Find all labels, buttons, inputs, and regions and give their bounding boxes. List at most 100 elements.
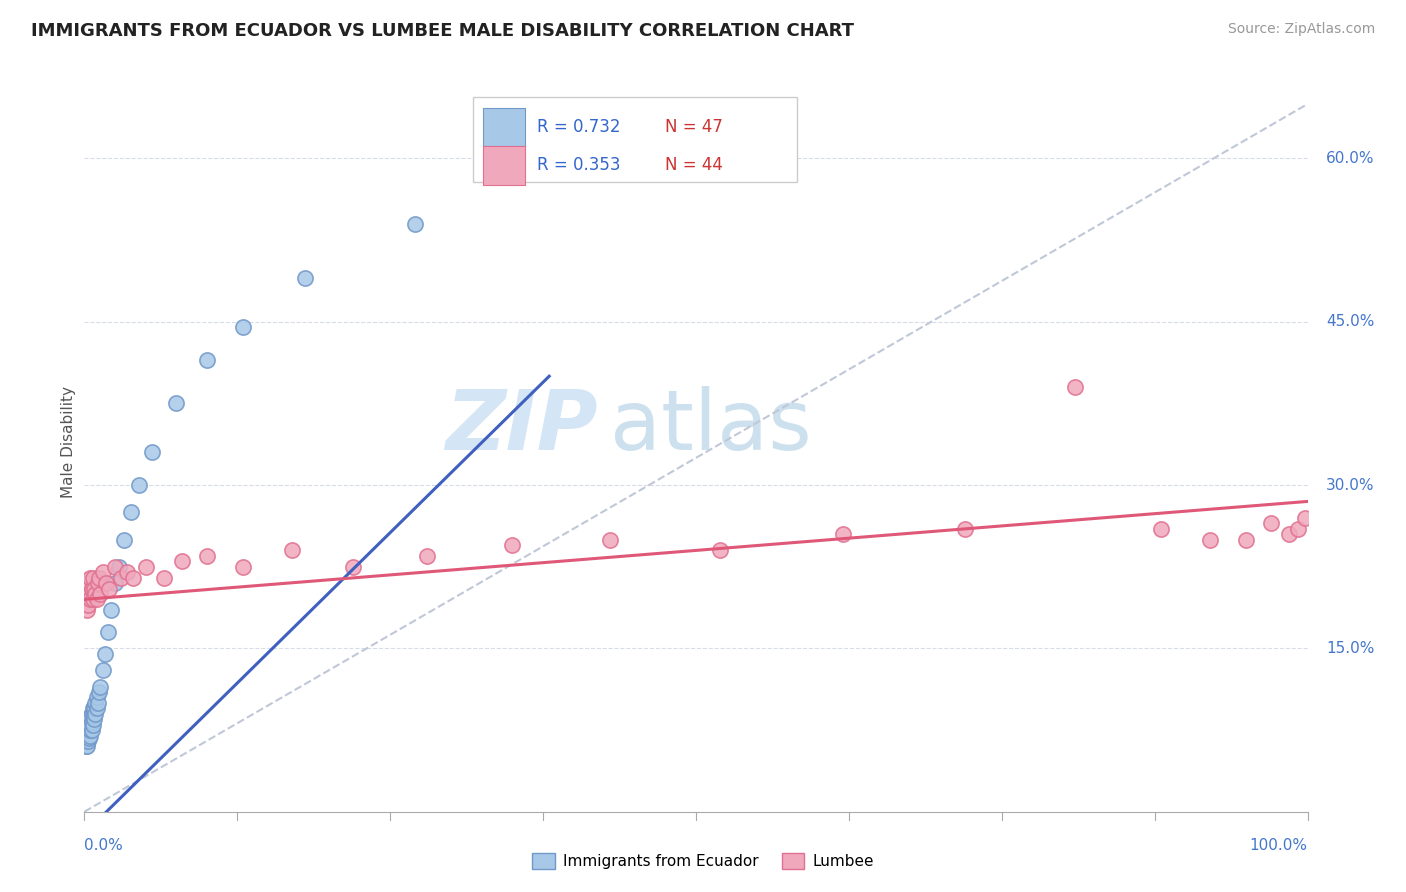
Point (1260, 516, 1282, 531)
Legend: Immigrants from Ecuador, Lumbee: Immigrants from Ecuador, Lumbee (526, 847, 880, 875)
Point (96, 576, 118, 591)
Point (87, 576, 110, 591)
Point (342, 559, 364, 574)
Point (502, 538, 524, 552)
Point (82, 717, 104, 731)
Point (77, 598, 100, 612)
Text: 100.0%: 100.0% (1250, 838, 1308, 853)
Point (135, 559, 157, 574)
Point (232, 320, 254, 334)
Point (83, 701, 105, 715)
Point (110, 571, 132, 585)
Point (79, 709, 101, 723)
Point (172, 554, 194, 568)
Point (97, 582, 120, 596)
Point (75, 734, 97, 748)
Point (104, 576, 127, 591)
Point (77, 587, 100, 601)
Point (1286, 522, 1309, 536)
Y-axis label: Male Disability: Male Disability (60, 385, 76, 498)
Point (86, 592, 108, 607)
Point (153, 571, 176, 585)
Point (76, 731, 98, 745)
Point (141, 445, 163, 459)
Point (79, 592, 101, 607)
Point (1294, 510, 1316, 524)
Point (82, 701, 104, 715)
Point (77, 734, 100, 748)
Point (84, 696, 107, 710)
Point (122, 571, 145, 585)
Point (76, 739, 98, 754)
Point (1198, 533, 1220, 547)
Point (77, 723, 100, 737)
Point (79, 723, 101, 737)
Point (100, 603, 122, 617)
Point (80, 715, 103, 730)
Point (599, 533, 621, 547)
Point (94, 647, 117, 661)
FancyBboxPatch shape (484, 146, 524, 185)
Point (294, 271, 316, 285)
Point (87, 571, 110, 585)
Text: R = 0.732: R = 0.732 (537, 118, 620, 136)
Point (77, 715, 100, 730)
FancyBboxPatch shape (484, 108, 524, 146)
Point (76, 726, 98, 740)
Point (77, 723, 100, 737)
Point (104, 559, 127, 574)
Text: ZIP: ZIP (446, 386, 598, 467)
Text: 60.0%: 60.0% (1326, 151, 1375, 166)
Point (91, 663, 114, 677)
Text: 30.0%: 30.0% (1326, 477, 1375, 492)
Point (79, 729, 101, 743)
Point (86, 690, 108, 705)
Point (115, 565, 138, 579)
Text: Source: ZipAtlas.com: Source: ZipAtlas.com (1227, 22, 1375, 37)
Point (1064, 380, 1087, 394)
Point (97, 625, 120, 640)
Point (80, 706, 103, 721)
Point (79, 717, 101, 731)
Text: 15.0%: 15.0% (1326, 641, 1374, 656)
Point (87, 685, 110, 699)
Point (77, 731, 100, 745)
Point (75, 739, 97, 754)
Point (831, 527, 853, 541)
Point (84, 587, 107, 601)
Point (195, 549, 218, 563)
Point (89, 680, 111, 694)
Point (83, 712, 105, 726)
Point (89, 587, 111, 601)
Point (76, 603, 98, 617)
Point (404, 217, 426, 231)
Point (232, 559, 254, 574)
Text: IMMIGRANTS FROM ECUADOR VS LUMBEE MALE DISABILITY CORRELATION CHART: IMMIGRANTS FROM ECUADOR VS LUMBEE MALE D… (31, 22, 853, 40)
Point (165, 396, 187, 410)
Point (79, 571, 101, 585)
Text: atlas: atlas (610, 386, 813, 467)
Point (709, 543, 731, 558)
Point (80, 723, 103, 737)
Point (82, 571, 104, 585)
Point (195, 352, 218, 367)
Point (281, 543, 304, 558)
Point (86, 701, 108, 715)
Point (84, 706, 107, 721)
Point (82, 592, 104, 607)
Point (77, 717, 100, 731)
Point (1278, 527, 1301, 541)
Point (77, 729, 100, 743)
Text: N = 47: N = 47 (665, 118, 723, 136)
Point (112, 533, 135, 547)
Point (1236, 533, 1258, 547)
Point (75, 587, 97, 601)
Point (953, 522, 976, 536)
Point (77, 576, 100, 591)
Point (80, 582, 103, 596)
Point (87, 696, 110, 710)
Point (107, 559, 129, 574)
Point (83, 582, 105, 596)
FancyBboxPatch shape (474, 97, 797, 183)
Point (82, 709, 104, 723)
